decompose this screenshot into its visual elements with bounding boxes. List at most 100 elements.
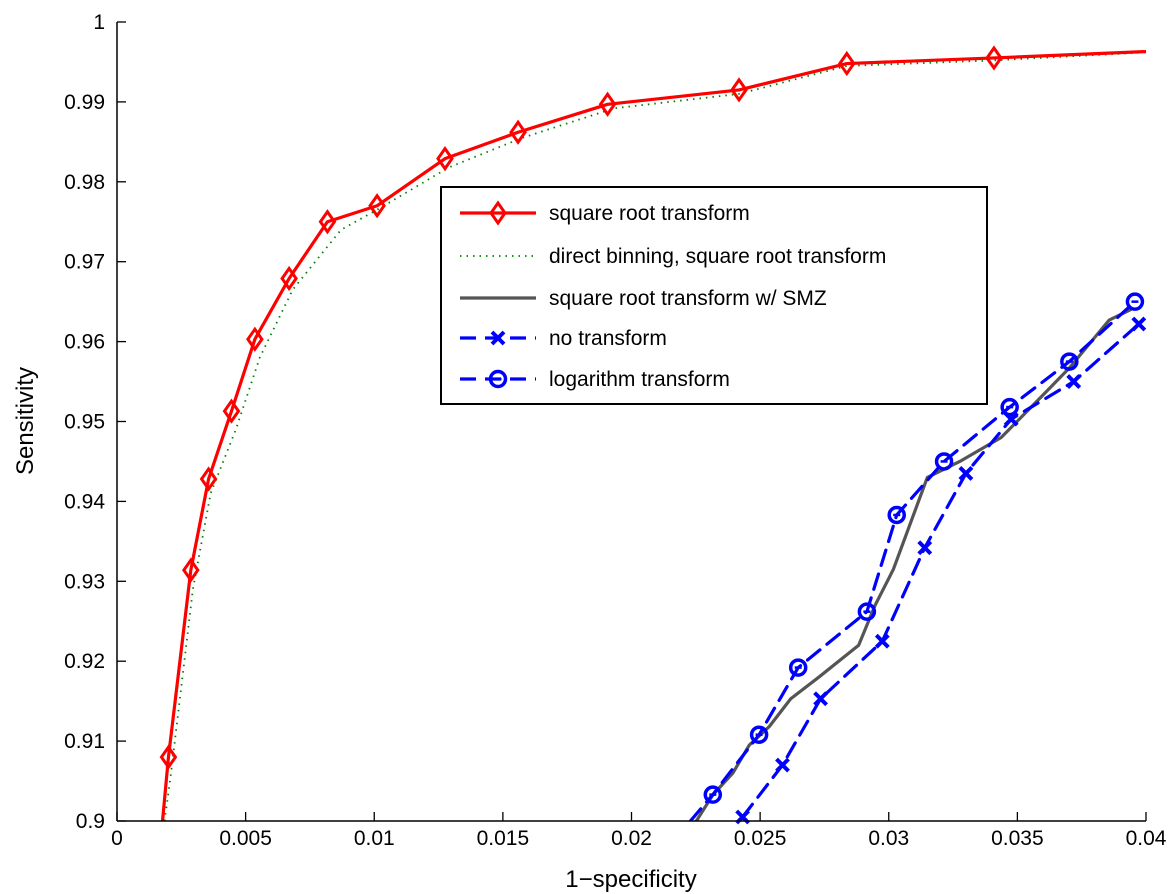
series-0-marker-3	[222, 398, 241, 424]
series-4-marker-8-ring	[1125, 292, 1145, 311]
y-tick-label: 0.96	[64, 331, 105, 354]
series-4-marker-0-ring	[703, 785, 723, 804]
series-0-marker-9	[509, 119, 527, 145]
series-4-marker-5-ring	[934, 452, 954, 471]
series-3-marker-2	[813, 691, 828, 707]
y-axis-title: Sensitivity	[12, 367, 39, 475]
series-3-marker-3	[874, 633, 890, 649]
series-3-marker-1	[775, 757, 790, 773]
x-tick-label: 0.02	[611, 827, 652, 850]
x-tick-label: 0.035	[991, 827, 1044, 850]
series-4-marker-3	[857, 602, 877, 621]
series-4-marker-6	[1000, 397, 1019, 417]
series-0-marker-13-shape	[985, 45, 1003, 71]
series-4-marker-5	[934, 452, 954, 471]
series-line-0	[160, 49, 1146, 821]
series-0-marker-0	[159, 744, 178, 770]
legend-label: square root transform	[549, 202, 750, 225]
y-tick-label: 0.92	[64, 650, 105, 673]
series-0-marker-4-shape	[246, 326, 264, 352]
y-tick-label: 0.93	[64, 570, 105, 593]
legend-swatch-marker-ring	[488, 369, 508, 389]
series-0-marker-13	[985, 45, 1003, 71]
series-0-marker-8	[436, 146, 454, 172]
legend-item-2: square root transform w/ SMZ	[460, 287, 827, 310]
series-3-marker-5	[958, 466, 974, 481]
legend-swatch-marker-stroke-b	[490, 330, 506, 346]
marker-layer	[159, 45, 1147, 825]
y-tick-label: 0.99	[64, 91, 105, 114]
series-0-marker-1-shape	[181, 557, 200, 583]
legend-item-3: no transform	[460, 327, 667, 350]
series-0-marker-6	[318, 209, 337, 235]
series-4-marker-1	[749, 725, 769, 744]
legend-swatch-marker	[488, 369, 508, 389]
series-3-marker-7	[1066, 374, 1082, 389]
series-0-marker-3-shape	[222, 398, 241, 424]
series-0-marker-2-shape	[199, 466, 218, 492]
series-0-marker-5	[280, 265, 298, 292]
x-tick-label: 0.03	[868, 827, 909, 850]
series-3-marker-5-stroke-b	[958, 466, 974, 481]
legend-swatch-marker	[489, 200, 507, 226]
series-0-marker-10	[598, 91, 617, 117]
series-3-marker-3-stroke-b	[874, 633, 890, 649]
plot-area	[117, 22, 1146, 821]
series-4-marker-4-ring	[887, 505, 906, 525]
y-tick-label: 0.94	[64, 490, 105, 513]
legend-item-1: direct binning, square root transform	[460, 245, 886, 268]
legend-label: direct binning, square root transform	[549, 245, 886, 268]
series-0-marker-10-shape	[598, 91, 617, 117]
legend-label: logarithm transform	[549, 368, 730, 391]
series-0-marker-11-shape	[730, 77, 748, 103]
series-0-marker-11	[730, 77, 748, 103]
series-0-marker-8-shape	[436, 146, 454, 172]
series-0-marker-5-shape	[280, 265, 298, 292]
x-tick-label: 0	[111, 827, 123, 850]
series-4-marker-6-ring	[1000, 397, 1019, 417]
ticks-layer: 0 0.005 0.01 0.015 0.02 0.025 0.03 0.035 0.04 0.9…	[64, 11, 1167, 850]
legend-label: square root transform w/ SMZ	[549, 287, 827, 310]
legend-label: no transform	[549, 327, 667, 350]
y-tick-label: 0.91	[64, 730, 105, 753]
legend-item-4: logarithm transform	[460, 368, 730, 391]
series-0-marker-7-shape	[368, 193, 386, 219]
x-tick-label: 0.015	[477, 827, 530, 850]
legend-item-0: square root transform	[460, 200, 750, 226]
y-tick-label: 1	[93, 11, 105, 34]
series-4-marker-0	[703, 785, 723, 804]
x-axis-title: 1−specificity	[565, 866, 696, 893]
legend-swatch-marker-shape	[489, 200, 507, 226]
legend: square root transform direct binning, squ…	[440, 186, 988, 405]
y-tick-label: 0.97	[64, 251, 105, 274]
series-0-marker-4	[246, 326, 264, 352]
x-tick-label: 0.005	[219, 827, 272, 850]
series-line-4	[688, 300, 1137, 821]
series-0-marker-7	[368, 193, 386, 219]
series-3-marker-7-stroke-b	[1066, 374, 1082, 389]
legend-box	[440, 186, 988, 405]
series-4-marker-3-ring	[857, 602, 877, 621]
y-tick-label: 0.9	[76, 810, 105, 833]
series-4-marker-8	[1125, 292, 1145, 311]
series-0-marker-12-shape	[837, 50, 856, 77]
series-0-marker-0-shape	[159, 744, 178, 770]
y-tick-label: 0.95	[64, 411, 105, 434]
series-4-marker-2	[788, 658, 808, 677]
x-tick-label: 0.025	[734, 827, 787, 850]
series-3-marker-8-stroke-b	[1131, 316, 1147, 332]
x-tick-label: 0.01	[354, 827, 395, 850]
series-3-marker-2-stroke-b	[813, 691, 828, 707]
series-3-marker-6-stroke-b	[1003, 411, 1019, 427]
series-3-marker-4-stroke-b	[917, 540, 933, 556]
y-tick-label: 0.98	[64, 171, 105, 194]
series-4-marker-2-ring	[788, 658, 808, 677]
series-4-marker-7	[1060, 352, 1079, 371]
series-0-marker-2	[199, 466, 218, 492]
series-4-marker-4	[887, 505, 906, 525]
series-3-marker-4	[917, 540, 933, 556]
series-3-marker-1-stroke-b	[775, 757, 790, 773]
series-0-marker-6-shape	[318, 209, 337, 235]
series-0-marker-12	[837, 50, 856, 77]
